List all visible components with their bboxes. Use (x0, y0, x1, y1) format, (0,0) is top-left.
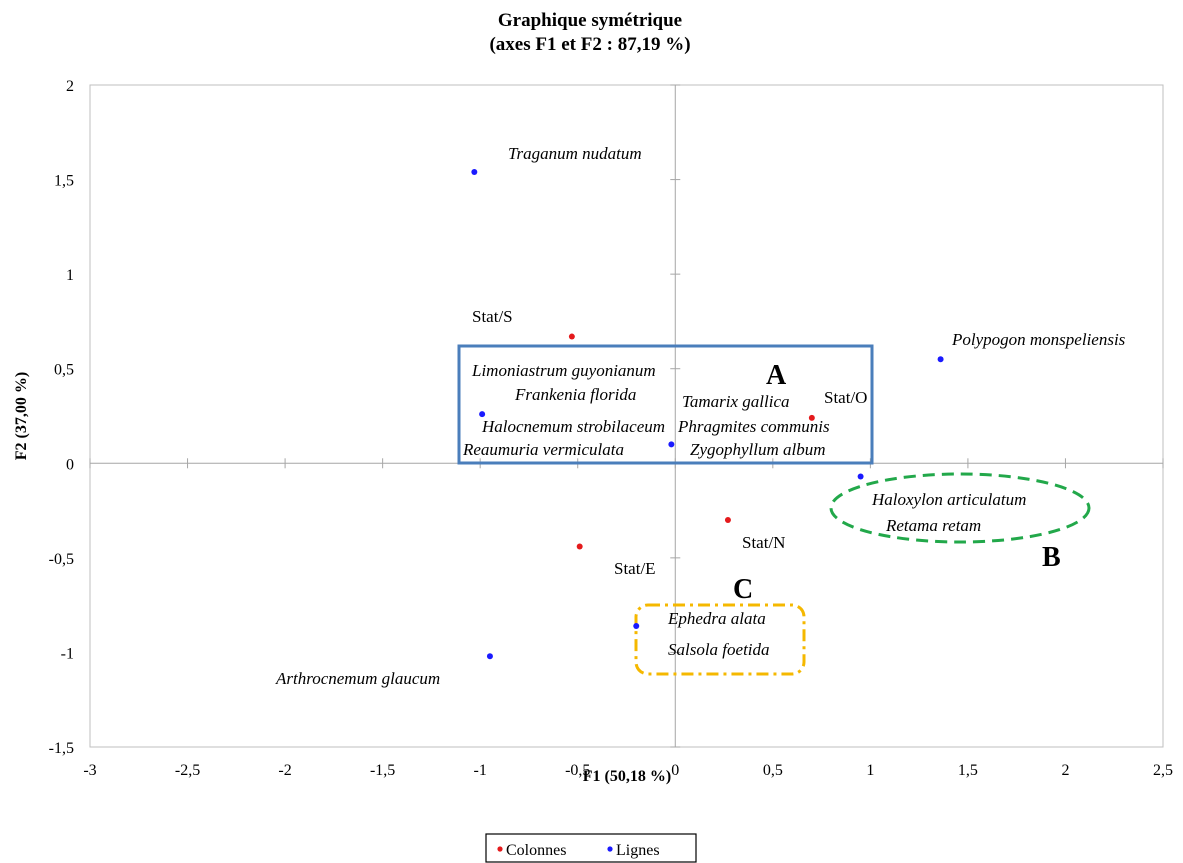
group-a-label: A (766, 360, 787, 391)
legend-marker-colonnes (497, 846, 503, 852)
legend: Colonnes Lignes (485, 833, 697, 863)
x-tick-label: 2 (1061, 762, 1069, 779)
chart-title: Graphique symétrique (498, 10, 682, 31)
label-polypogon-monspeliensis: Polypogon monspeliensis (951, 330, 1126, 349)
x-tick-label: 0,5 (763, 762, 783, 779)
data-point-lignes (857, 473, 864, 480)
y-tick-label: -1,5 (49, 740, 74, 757)
x-tick-label: -3 (83, 762, 96, 779)
label-stat-o: Stat/O (824, 388, 867, 407)
y-tick-labels: -1,5 -1 -0,5 0 0,5 1 1,5 2 (49, 78, 74, 757)
x-tick-label: -2,5 (175, 762, 200, 779)
label-zygophyllum-album: Zygophyllum album (690, 440, 826, 459)
data-point-lignes (471, 169, 478, 176)
legend-box (485, 833, 697, 863)
x-axis-label: F1 (50,18 %) (583, 768, 671, 785)
data-point-colonnes (724, 517, 731, 524)
data-point-lignes (479, 411, 486, 418)
data-point-colonnes (576, 543, 583, 550)
axes (89, 84, 1164, 748)
data-point-colonnes (568, 333, 575, 340)
group-c-box (634, 603, 806, 676)
label-salsola-foetida: Salsola foetida (668, 640, 770, 659)
x-tick-label: 1 (866, 762, 874, 779)
x-tick-label: -2 (278, 762, 291, 779)
y-tick-label: 0,5 (54, 362, 74, 379)
label-limoniastrum-guyonianum: Limoniastrum guyonianum (471, 361, 656, 380)
label-traganum-nudatum: Traganum nudatum (508, 144, 642, 163)
group-c-label: C (733, 574, 753, 605)
y-tick-label: 0 (66, 456, 74, 473)
group-b-label: B (1042, 542, 1061, 573)
label-arthrocnemum-glaucum: Arthrocnemum glaucum (275, 669, 440, 688)
y-tick-label: -0,5 (49, 551, 74, 568)
label-reaumuria-vermiculata: Reaumuria vermiculata (462, 440, 624, 459)
legend-marker-lignes (607, 846, 613, 852)
x-tick-label: -1 (474, 762, 487, 779)
label-stat-e: Stat/E (614, 559, 656, 578)
chart-subtitle: (axes F1 et F2 : 87,19 %) (489, 34, 690, 55)
x-tick-label: -1,5 (370, 762, 395, 779)
legend-label-colonnes: Colonnes (506, 842, 566, 859)
label-haloxylon-articulatum: Haloxylon articulatum (871, 490, 1026, 509)
y-tick-label: 1 (66, 267, 74, 284)
data-points (471, 169, 944, 660)
data-point-lignes (668, 441, 675, 448)
group-a-box (457, 344, 874, 465)
label-ephedra-alata: Ephedra alata (667, 609, 766, 628)
label-frankenia-florida: Frankenia florida (514, 385, 636, 404)
x-tick-label: 0 (671, 762, 679, 779)
data-point-lignes (937, 356, 944, 363)
label-stat-s: Stat/S (472, 307, 513, 326)
label-retama-retam: Retama retam (885, 516, 981, 535)
group-b-ellipse (829, 472, 1091, 544)
x-tick-labels: -3 -2,5 -2 -1,5 -1 -0,5 0 0,5 1 1,5 2 2,5 (83, 762, 1173, 779)
data-point-colonnes (808, 414, 815, 421)
y-axis-label: F2 (37,00 %) (13, 372, 30, 460)
legend-label-lignes: Lignes (616, 842, 660, 859)
plot-frame (89, 84, 1164, 748)
x-tick-label: -0,5 (565, 762, 590, 779)
x-tick-label: 1,5 (958, 762, 978, 779)
data-point-lignes (633, 622, 640, 629)
label-tamarix-gallica: Tamarix gallica (682, 392, 790, 411)
y-tick-label: -1 (61, 645, 74, 662)
label-stat-n: Stat/N (742, 533, 785, 552)
x-tick-label: 2,5 (1153, 762, 1173, 779)
label-phragmites-communis: Phragmites communis (677, 417, 830, 436)
y-tick-label: 2 (66, 78, 74, 95)
label-halocnemum-strobilaceum: Halocnemum strobilaceum (481, 417, 665, 436)
data-point-lignes (486, 653, 493, 660)
y-tick-label: 1,5 (54, 173, 74, 190)
